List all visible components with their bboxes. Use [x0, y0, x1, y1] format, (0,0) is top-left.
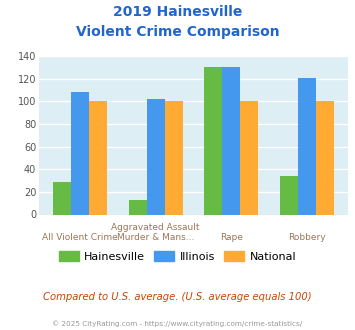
Text: Robbery: Robbery — [288, 233, 326, 242]
Bar — [297, 78, 316, 214]
Text: Aggravated Assault: Aggravated Assault — [111, 223, 200, 232]
Text: All Violent Crime: All Violent Crime — [42, 233, 118, 242]
Bar — [222, 67, 240, 214]
Bar — [240, 101, 258, 214]
Text: © 2025 CityRating.com - https://www.cityrating.com/crime-statistics/: © 2025 CityRating.com - https://www.city… — [53, 321, 302, 327]
Bar — [53, 182, 71, 214]
Bar — [71, 92, 89, 214]
Bar — [279, 176, 297, 214]
Bar — [204, 67, 222, 214]
Text: Rape: Rape — [220, 233, 243, 242]
Bar — [165, 101, 183, 214]
Text: 2019 Hainesville: 2019 Hainesville — [113, 5, 242, 19]
Bar — [147, 99, 165, 214]
Text: Murder & Mans...: Murder & Mans... — [117, 233, 195, 242]
Bar — [89, 101, 108, 214]
Text: Violent Crime Comparison: Violent Crime Comparison — [76, 25, 279, 39]
Bar — [316, 101, 334, 214]
Legend: Hainesville, Illinois, National: Hainesville, Illinois, National — [54, 247, 301, 267]
Bar — [129, 200, 147, 215]
Text: Compared to U.S. average. (U.S. average equals 100): Compared to U.S. average. (U.S. average … — [43, 292, 312, 302]
